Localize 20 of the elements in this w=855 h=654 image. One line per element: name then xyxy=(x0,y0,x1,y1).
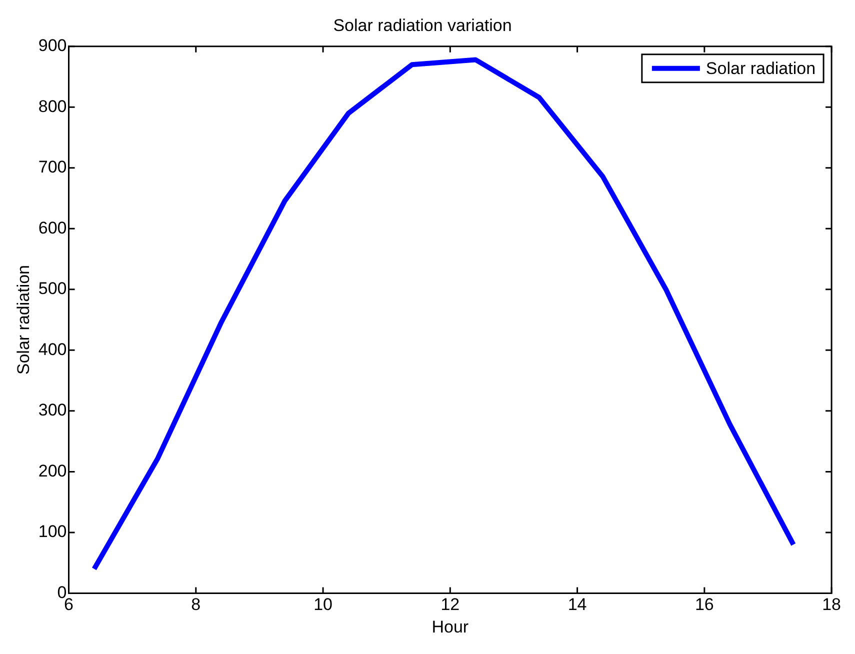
x-tick-label: 18 xyxy=(822,595,842,614)
y-tick-label: 200 xyxy=(38,461,67,480)
legend-label: Solar radiation xyxy=(706,59,816,78)
y-axis-title: Solar radiation xyxy=(14,264,33,375)
x-axis-title: Hour xyxy=(432,617,469,636)
x-tick-label: 16 xyxy=(694,595,714,614)
y-tick-label: 300 xyxy=(38,400,67,420)
y-tick-label: 700 xyxy=(38,158,67,177)
y-tick-label: 800 xyxy=(38,96,67,116)
x-tick-label: 14 xyxy=(568,595,587,614)
x-tick-label: 12 xyxy=(440,595,460,614)
y-tick-label: 600 xyxy=(38,218,67,238)
y-tick-label: 100 xyxy=(38,522,67,542)
y-tick-label: 500 xyxy=(38,279,67,298)
x-tick-label: 10 xyxy=(314,595,332,614)
x-tick-label: 6 xyxy=(64,595,74,614)
chart-title: Solar radiation variation xyxy=(333,16,512,35)
y-tick-label: 400 xyxy=(38,340,67,359)
y-tick-label: 900 xyxy=(38,36,67,56)
x-tick-label: 8 xyxy=(191,595,201,614)
